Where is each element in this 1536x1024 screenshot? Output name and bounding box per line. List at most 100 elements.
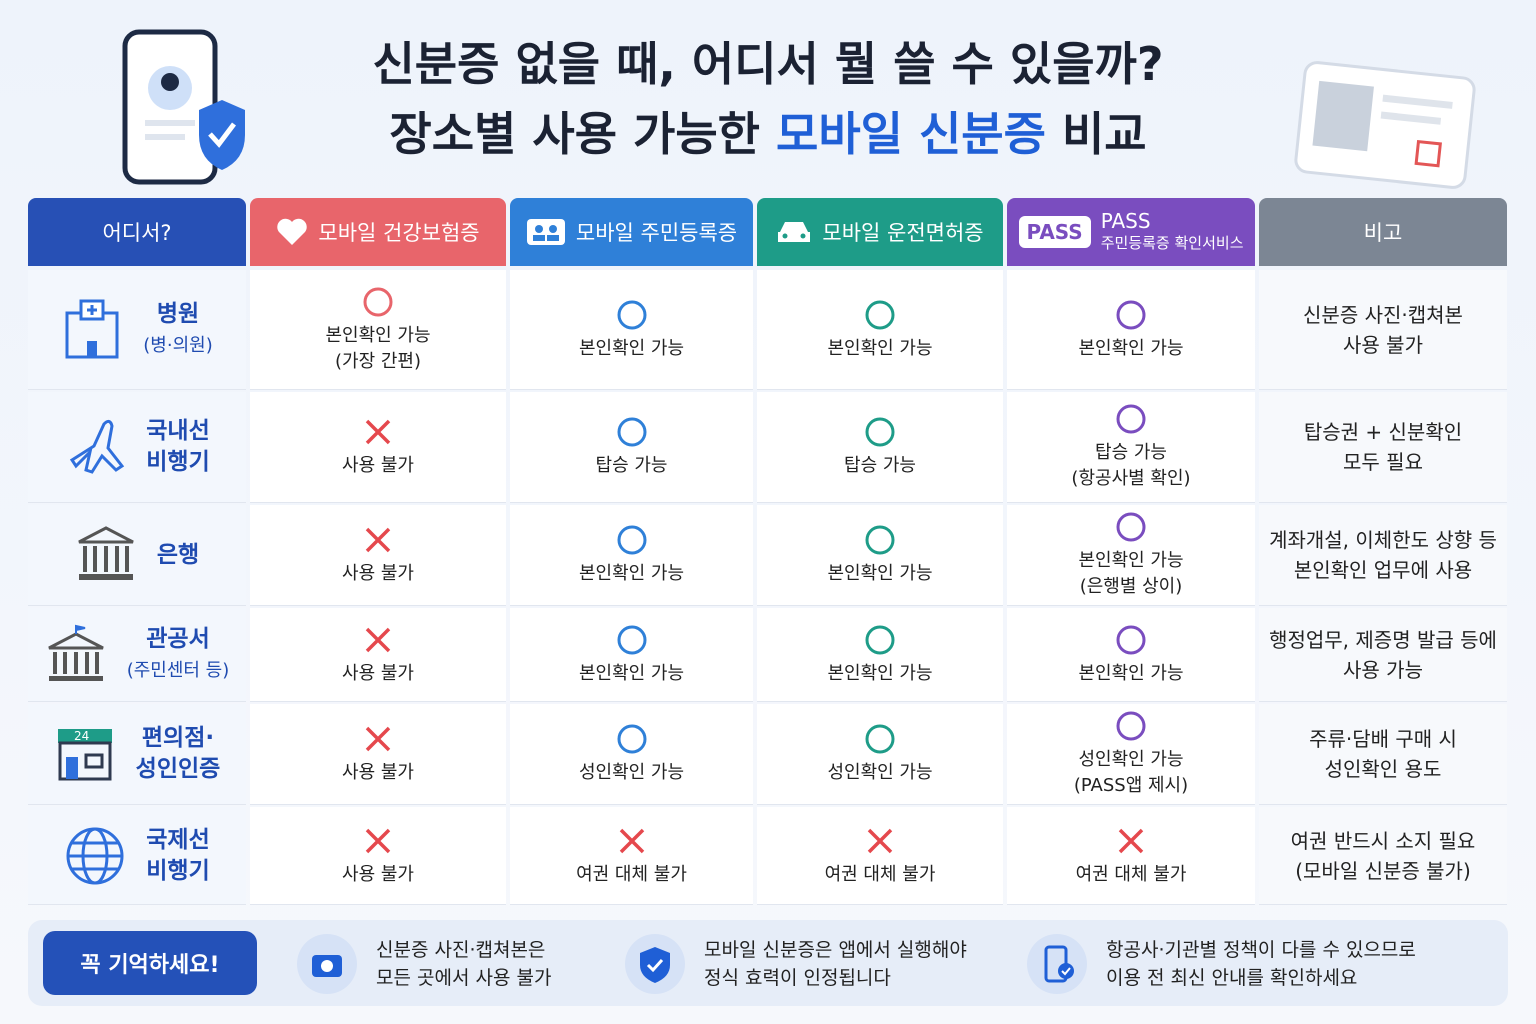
place-icon: 24 xyxy=(57,729,112,781)
column-header: 모바일 주민등록증 xyxy=(510,198,753,266)
status-text: 본인확인 가능 xyxy=(827,563,933,584)
status-text: 여권 대체 불가 xyxy=(824,863,936,885)
column-header: PASS PASS 주민등록증 확인서비스 xyxy=(1007,198,1255,266)
column-header: 모바일 건강보험증 xyxy=(250,198,506,266)
column-label: 모바일 건강보험증 xyxy=(318,221,480,245)
title-part: 비교 xyxy=(1061,107,1147,161)
footer-line: 항공사·기관별 정책이 다를 수 있으므로 xyxy=(1106,939,1416,961)
status-text: 여권 대체 불가 xyxy=(576,863,687,885)
place-cell: 국내선 비행기 xyxy=(28,392,246,503)
status-mark xyxy=(1116,711,1146,741)
status-text: 본인확인 가능 xyxy=(1078,337,1184,359)
status-cell: 본인확인 가능 (가장 간편) xyxy=(250,270,506,390)
icon-text: 24 xyxy=(74,729,89,743)
footer-icon xyxy=(1027,934,1087,994)
title-line-2: 장소별 사용 가능한 모바일 신분증 비교 xyxy=(0,98,1536,164)
status-cell: 성인확인 가능 xyxy=(510,704,753,805)
status-cell: 본인확인 가능 xyxy=(1007,608,1255,702)
footer-line: 정식 효력이 인정됩니다 xyxy=(704,967,891,989)
status-text: 본인확인 가능 xyxy=(827,662,933,684)
status-text: (은행별 상이) xyxy=(1079,576,1183,597)
status-cell: 본인확인 가능 (은행별 상이) xyxy=(1007,505,1255,606)
status-mark xyxy=(865,300,895,329)
place-sub: (주민센터 등) xyxy=(126,659,230,681)
place-text: 관공서 (주민센터 등) xyxy=(127,624,230,686)
note-text: 여권 반드시 소지 필요 xyxy=(1290,828,1476,853)
status-mark xyxy=(365,627,391,652)
note-text: 주류·담배 구매 시 xyxy=(1309,727,1457,751)
status-text: 본인확인 가능 xyxy=(325,324,431,346)
note-text: 신분증 사진·캡쳐본 xyxy=(1303,302,1463,327)
status-text: 본인확인 가능 xyxy=(1078,550,1184,571)
place-icon xyxy=(78,526,134,580)
status-cell: 본인확인 가능 xyxy=(510,270,753,390)
place-icon xyxy=(70,419,125,474)
status-mark xyxy=(1116,625,1146,654)
status-cell: 탑승 가능 xyxy=(757,392,1003,503)
title-highlight: 모바일 신분증 xyxy=(776,107,1046,161)
footer-line: 이용 전 최신 안내를 확인하세요 xyxy=(1106,967,1358,989)
column-label: 모바일 주민등록증 xyxy=(575,221,738,245)
note-text: 행정업무, 제증명 발급 등에 xyxy=(1269,627,1497,652)
place-cell: 관공서 (주민센터 등) xyxy=(28,608,246,702)
status-mark xyxy=(1116,512,1146,542)
note-text: 모두 필요 xyxy=(1343,450,1423,474)
status-mark xyxy=(867,828,893,853)
id-icon xyxy=(526,219,565,245)
pass-badge: PASS xyxy=(1018,216,1091,248)
place-icon xyxy=(66,827,124,884)
status-cell: 사용 불가 xyxy=(250,807,506,905)
status-text: 여권 대체 불가 xyxy=(1075,863,1187,885)
note-text: 본인확인 업무에 사용 xyxy=(1293,558,1473,582)
status-text: 사용 불가 xyxy=(342,563,414,584)
column-label: 모바일 운전면허증 xyxy=(822,221,984,245)
status-mark xyxy=(363,287,393,316)
note-cell: 여권 반드시 소지 필요 (모바일 신분증 불가) xyxy=(1259,807,1507,905)
status-cell: 탑승 가능 (항공사별 확인) xyxy=(1007,392,1255,503)
status-text: 본인확인 가능 xyxy=(578,662,685,684)
status-text: (PASS앱 제시) xyxy=(1073,775,1189,796)
status-cell: 사용 불가 xyxy=(250,704,506,805)
status-cell: 성인확인 가능 xyxy=(757,704,1003,805)
status-text: 본인확인 가능 xyxy=(1078,662,1184,684)
car-icon xyxy=(778,222,811,242)
id-card-illustration xyxy=(1294,61,1476,189)
note-cell: 행정업무, 제증명 발급 등에 사용 가능 xyxy=(1259,608,1507,702)
footer-line: 신분증 사진·캡쳐본은 xyxy=(376,939,546,961)
status-cell: 사용 불가 xyxy=(250,608,506,702)
status-cell: 본인확인 가능 xyxy=(757,608,1003,702)
status-text: 사용 불가 xyxy=(342,662,414,684)
status-cell: 탑승 가능 xyxy=(510,392,753,503)
place-text: 병원 (병·의원) xyxy=(143,299,212,361)
place-cell: 국제선 비행기 xyxy=(28,807,246,905)
status-text: 본인확인 가능 xyxy=(827,337,933,359)
status-text: 탑승 가능 xyxy=(844,455,916,476)
note-text: 성인확인 용도 xyxy=(1324,757,1442,781)
status-cell: 여권 대체 불가 xyxy=(757,807,1003,905)
note-text: 탑승권 + 신분확인 xyxy=(1303,420,1463,444)
status-text: 본인확인 가능 xyxy=(578,337,685,359)
note-text: 사용 불가 xyxy=(1343,332,1423,357)
status-mark xyxy=(617,525,646,555)
note-text: 계좌개설, 이체한도 상향 등 xyxy=(1269,528,1497,552)
column-header: 모바일 운전면허증 xyxy=(757,198,1003,266)
place-text: 편의점· 성인인증 xyxy=(136,723,221,785)
footer-line: 모바일 신분증은 앱에서 실행해야 xyxy=(704,939,967,961)
footer-panel xyxy=(28,920,1508,1006)
footer-line: 모든 곳에서 사용 불가 xyxy=(376,967,552,989)
status-mark xyxy=(1116,404,1146,434)
status-cell: 사용 불가 xyxy=(250,505,506,606)
status-mark xyxy=(865,625,895,654)
status-mark xyxy=(365,726,391,752)
status-text: (가장 간편) xyxy=(334,350,421,372)
phone-illustration xyxy=(122,29,245,185)
footer-label: 꼭 기억하세요! xyxy=(43,931,257,995)
